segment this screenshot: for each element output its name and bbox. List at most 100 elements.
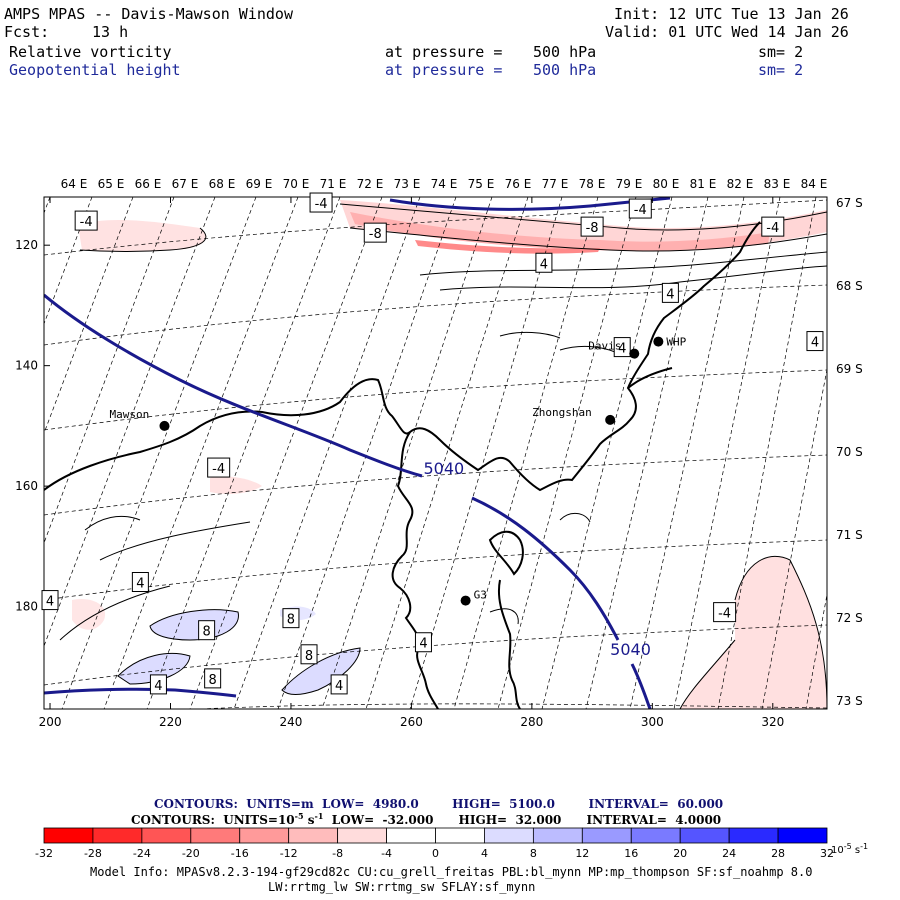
- latitude-label: 67 S: [836, 196, 863, 210]
- colorbar-swatch: [141, 827, 192, 844]
- vorticity-label-box: [661, 282, 679, 303]
- longitude-label: 67 E: [172, 177, 199, 191]
- height-contours-label: CONTOURS:: [154, 797, 238, 811]
- field2-level-value: 500 hPa: [533, 61, 597, 79]
- colorbar-swatch: [679, 827, 730, 844]
- colorbar-swatch: [484, 827, 534, 844]
- vorticity-label: 4: [540, 257, 548, 272]
- station-dot: [605, 414, 616, 425]
- colorbar-label: -20: [182, 847, 200, 860]
- colorbar-swatch: [337, 827, 387, 844]
- colorbar-label: 28: [771, 847, 785, 860]
- longitude-label: 64 E: [61, 177, 88, 191]
- longitude-label: 72 E: [357, 177, 384, 191]
- vorticity-label-box: [761, 216, 785, 237]
- vort-contours-label: CONTOURS:: [131, 813, 215, 827]
- station-dot: [653, 336, 664, 347]
- x-tick-label: 260: [400, 715, 423, 729]
- forecast-hour: 13 h: [92, 23, 129, 41]
- coastline: [44, 221, 761, 709]
- longitude-label: 66 E: [135, 177, 162, 191]
- longitude-label: 83 E: [764, 177, 791, 191]
- latitude-label: 72 S: [836, 611, 863, 625]
- vorticity-label-box: [713, 602, 737, 623]
- height-high-value: 5100.0: [509, 797, 556, 811]
- vorticity-label: -4: [718, 607, 731, 622]
- x-tick-label: 300: [641, 715, 664, 729]
- vorticity-label: 4: [618, 342, 626, 357]
- colorbar-label: 32: [820, 847, 834, 860]
- station-dot: [159, 420, 170, 431]
- colorbar-swatch: [728, 827, 779, 844]
- vorticity-label: -8: [586, 221, 599, 236]
- longitude-label: 73 E: [394, 177, 421, 191]
- vorticity-contour-info: CONTOURS: UNITS=10-5 s-1 LOW= -32.000 HI…: [131, 811, 721, 827]
- longitude-labels: 64 E 65 E 66 E 67 E 68 E 69 E 70 E 71 E 72 E 73 E…: [61, 177, 828, 191]
- vorticity-label-box: [309, 192, 333, 213]
- station-label: Mawson: [109, 408, 149, 421]
- vort-interval-label: INTERVAL=: [586, 813, 667, 827]
- vorticity-label: 4: [419, 637, 427, 652]
- height-contour-labels: 5040 5040: [423, 459, 650, 659]
- vorticity-label: 4: [811, 336, 819, 351]
- longitude-label: 68 E: [209, 177, 236, 191]
- y-tick-label: 180: [15, 600, 38, 614]
- vorticity-label: -4: [315, 197, 328, 212]
- valid-time: Valid: 01 UTC Wed 14 Jan 26: [605, 23, 849, 41]
- x-tick-label: 280: [520, 715, 543, 729]
- height-low-value: 4980.0: [372, 797, 419, 811]
- x-axis: 200 220 240 260 280 300 320: [39, 197, 784, 729]
- x-tick-label: 240: [279, 715, 302, 729]
- longitude-label: 79 E: [616, 177, 643, 191]
- colorbar-label: -12: [280, 847, 298, 860]
- colorbar-label: 16: [624, 847, 638, 860]
- longitude-label: 75 E: [468, 177, 495, 191]
- vort-units-s-exp: -1: [314, 811, 324, 821]
- latitude-label: 73 S: [836, 694, 863, 708]
- vorticity-label-box: [204, 668, 222, 689]
- longitude-label: 80 E: [653, 177, 680, 191]
- colorbar-label: -28: [84, 847, 102, 860]
- latitude-label: 69 S: [836, 362, 863, 376]
- vorticity-label-box: [414, 632, 432, 653]
- vort-high-value: 32.000: [515, 813, 562, 827]
- station-label: Zhongshan: [532, 406, 592, 419]
- station-label: Davis: [588, 340, 621, 353]
- vorticity-label: -4: [212, 462, 225, 477]
- graticule: [44, 197, 827, 709]
- longitude-label: 84 E: [801, 177, 828, 191]
- field2-level-label: at pressure =: [385, 61, 503, 79]
- vorticity-label-box: [330, 674, 348, 695]
- colorbar-label: -4: [381, 847, 392, 860]
- vorticity-label: -4: [766, 221, 779, 236]
- latitude-label: 70 S: [836, 445, 863, 459]
- colorbar-swatch: [630, 827, 681, 844]
- height-units: UNITS=m: [246, 797, 314, 811]
- colorbar-swatch: [386, 827, 436, 844]
- vort-units-s: s: [307, 813, 315, 827]
- vorticity-label-box: [74, 210, 98, 231]
- vorticity-label-box: [207, 457, 231, 478]
- height-contour-label: 5040: [423, 459, 464, 478]
- station-markers: Mawson Zhongshan Davis WHP G3: [109, 336, 687, 606]
- colorbar-swatch: [581, 827, 632, 844]
- height-low-label: LOW=: [322, 797, 365, 811]
- vorticity-label: 4: [136, 577, 144, 592]
- field2-smoothing: sm= 2: [758, 61, 804, 79]
- colorbar-label: -8: [332, 847, 343, 860]
- vorticity-label: -8: [369, 227, 382, 242]
- positive-vorticity-shading: [118, 606, 360, 695]
- vort-units-exp: -5: [294, 811, 304, 821]
- x-tick-label: 220: [159, 715, 182, 729]
- longitude-label: 82 E: [727, 177, 754, 191]
- y-axis: 120 140 160 180: [15, 238, 50, 614]
- vorticity-label: 4: [46, 595, 54, 610]
- station-dot: [460, 595, 471, 606]
- vorticity-label-box: [535, 252, 553, 273]
- colorbar-label: -16: [231, 847, 249, 860]
- colorbar-swatch: [239, 827, 290, 844]
- vort-low-label: LOW=: [331, 813, 375, 827]
- colorbar-label: -32: [35, 847, 53, 860]
- colorbar-swatch: [190, 827, 241, 844]
- colorbar: -32 -28 -24 -20 -16 -12 -8 -4 0 4 8 12 16 20 24 28 3210-…: [35, 827, 868, 860]
